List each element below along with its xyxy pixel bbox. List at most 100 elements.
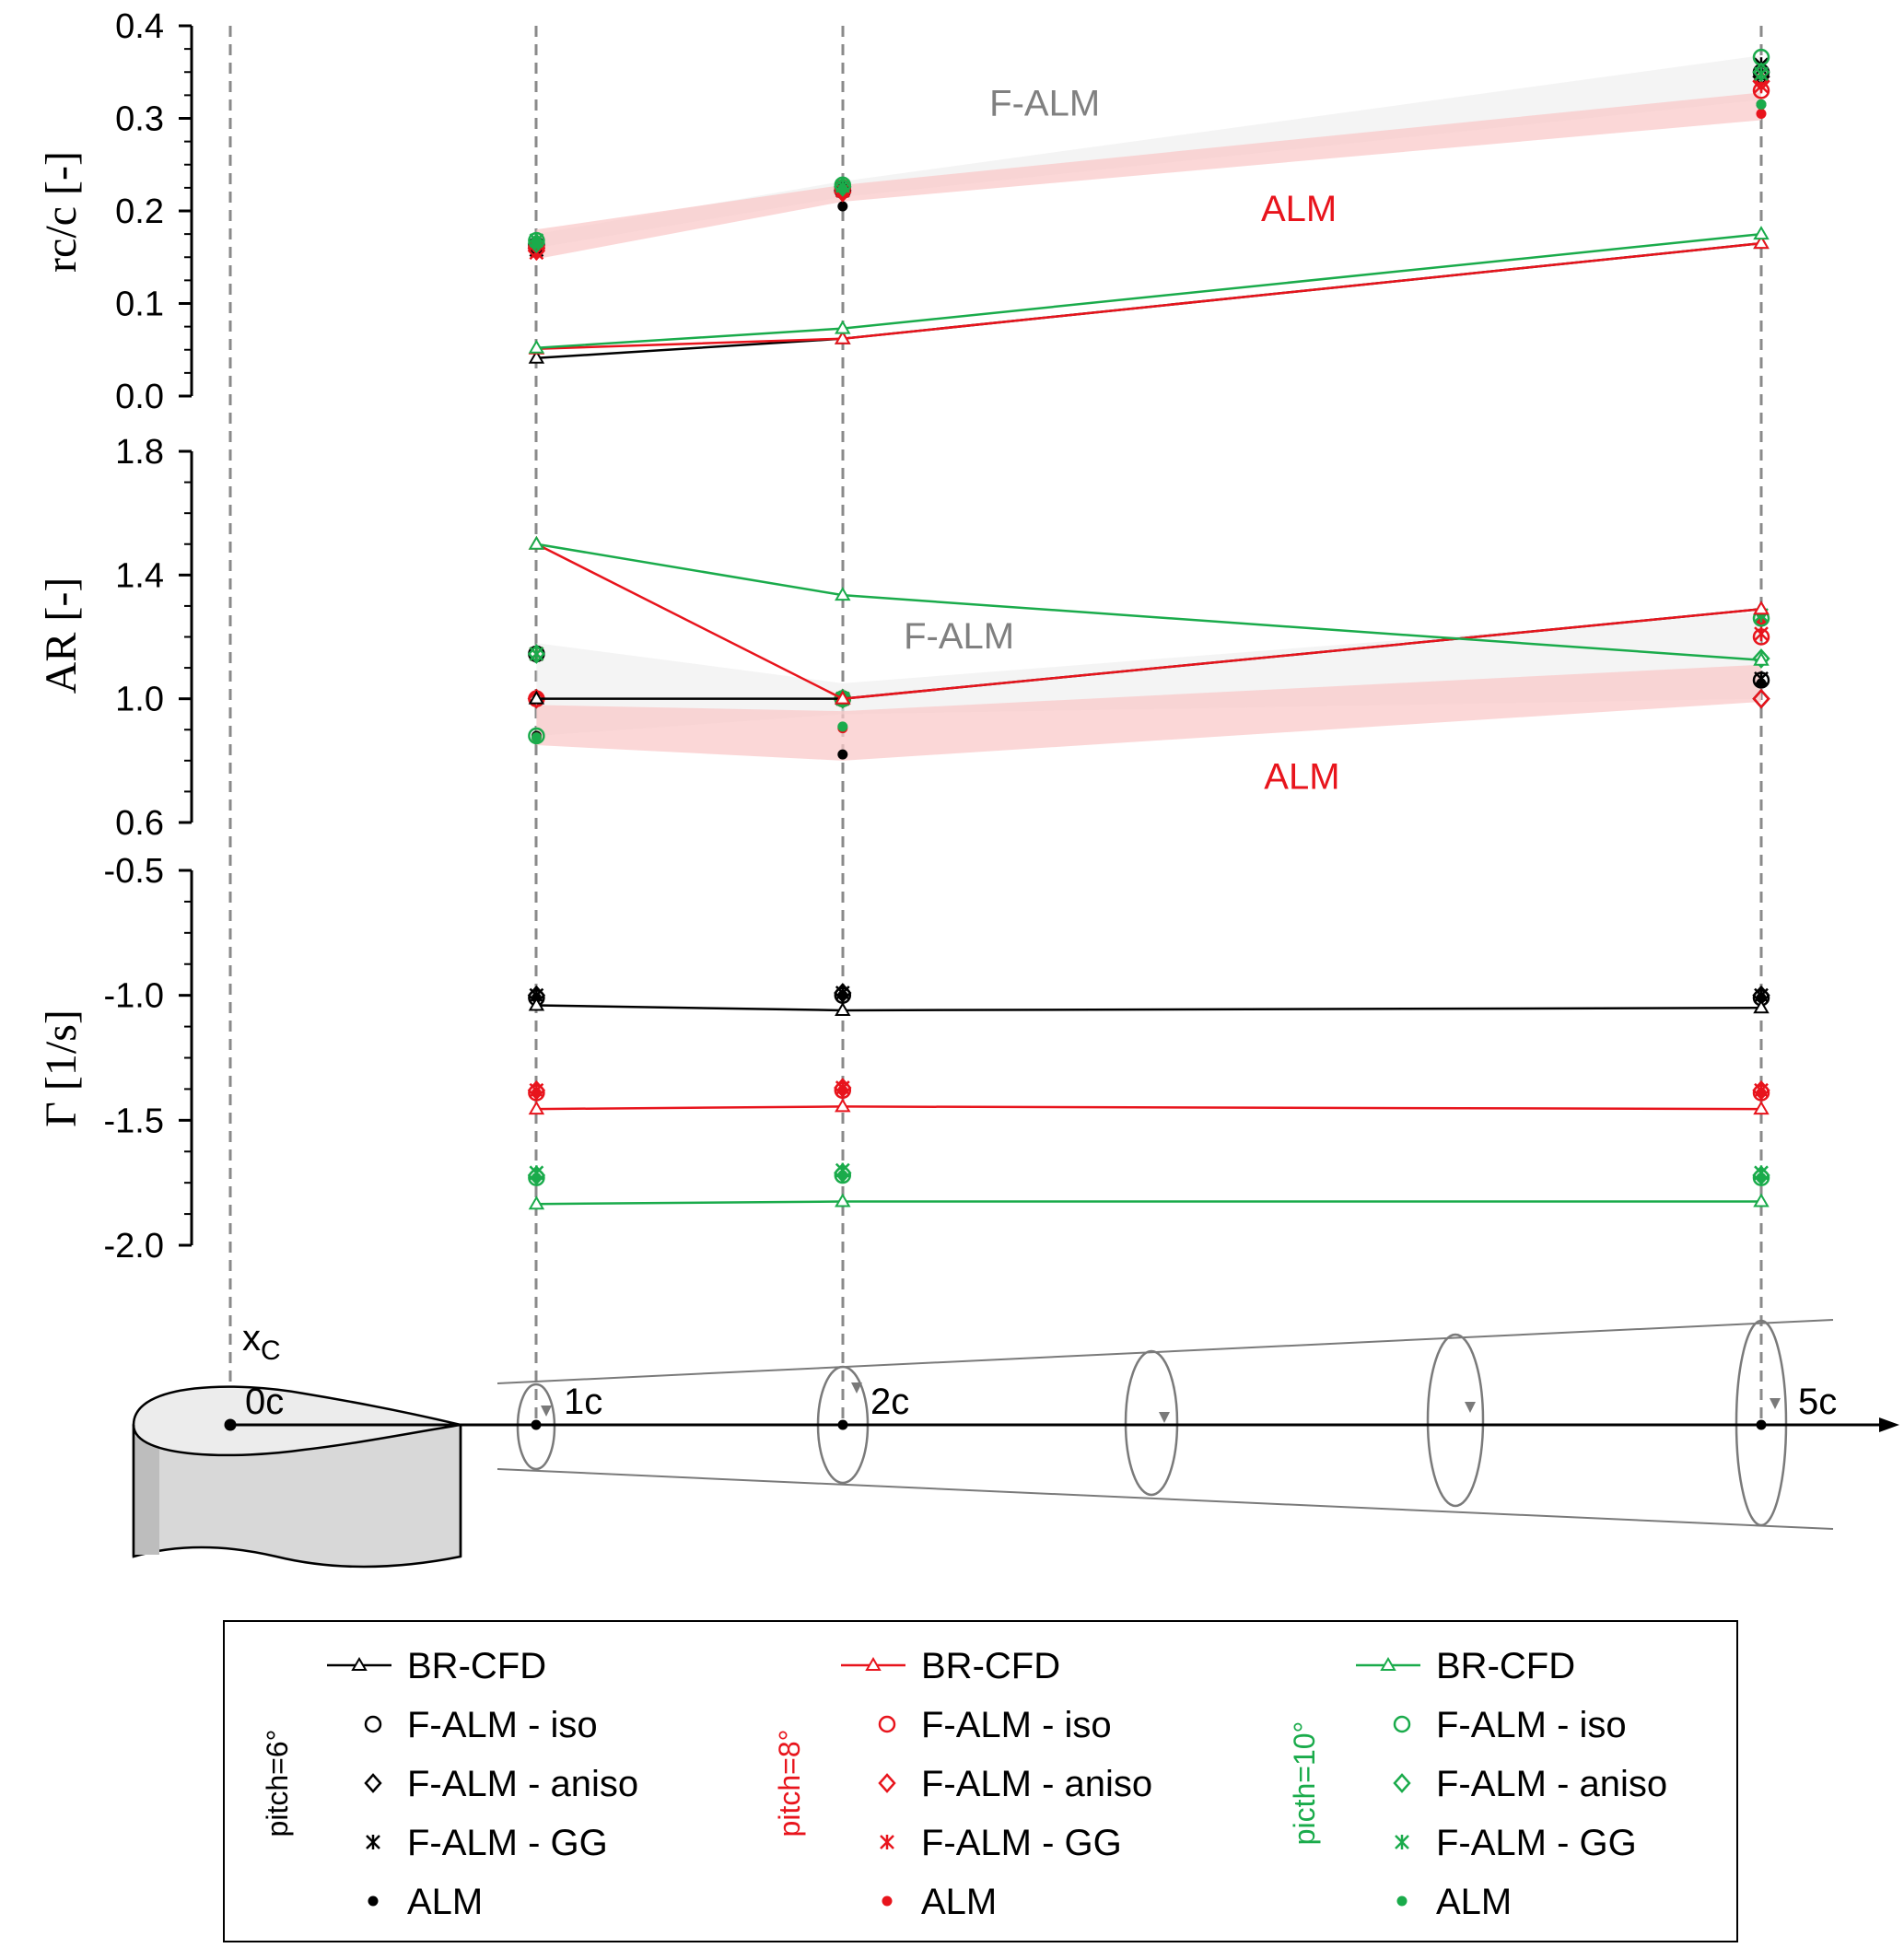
legend-title-pitch8: pitch=8°: [773, 1730, 806, 1837]
legend-marker-pitch10-aniso: [1393, 1773, 1411, 1793]
gamma-pitch10-alm-point: [837, 1170, 848, 1181]
gamma-pitch10-falm-aniso-point: [527, 1165, 546, 1185]
legend-marker-pitch8-gg: [880, 1835, 894, 1849]
legend-label: F-ALM - GG: [407, 1823, 608, 1863]
gamma-ytick-label: -1.0: [104, 977, 164, 1016]
ar-pitch10-falm-gg-point: [529, 646, 544, 661]
legend-label: F-ALM - iso: [921, 1705, 1112, 1745]
legend-marker-pitch8-iso: [878, 1715, 896, 1733]
rc-pitch10-alm-point: [1756, 99, 1767, 110]
legend-label: BR-CFD: [1436, 1646, 1575, 1686]
gamma-pitch10-brcfd-point: [1753, 1193, 1770, 1207]
ar-pitch8-falm-aniso-point: [1752, 688, 1770, 709]
gamma-panel: Γ [1/s] -2.0 -1.5 -1.0 -0.5: [37, 852, 1770, 1266]
gamma-pitch10-alm-point: [1756, 1172, 1767, 1184]
legend-marker-pitch6-brcfd: [351, 1657, 368, 1671]
gamma-pitch8-alm-point: [531, 1087, 542, 1098]
rc-ytick-label: 0.4: [115, 7, 164, 46]
legend-marker-pitch6-alm: [368, 1896, 379, 1907]
wake-envelope: [496, 1319, 1834, 1530]
gamma-pitch8-brcfd-line: [536, 1105, 1762, 1111]
legend-label: F-ALM - aniso: [921, 1764, 1152, 1804]
legend-marker-pitch8-alm: [882, 1896, 893, 1907]
rc-pitch10-brcfd-point: [1753, 226, 1770, 240]
rc-ytick-label: 0.3: [115, 100, 164, 139]
gamma-pitch10-falm-aniso-point: [1752, 1165, 1770, 1185]
rc-pitch8-brcfd-point: [835, 330, 851, 344]
legend-label: F-ALM - aniso: [1436, 1764, 1667, 1804]
vortex-rings: [516, 1319, 1788, 1527]
legend-frame: [223, 1620, 1738, 1942]
ar-pitch10-brcfd-point: [835, 587, 851, 601]
ar-pitch8-brcfd-point: [1753, 601, 1770, 615]
station-label-1c: 1c: [564, 1382, 602, 1422]
axis-label-xc: xC: [242, 1318, 281, 1366]
ar-pitch10-falm-aniso-point: [1752, 648, 1770, 669]
ar-ytick-label: 1.0: [115, 681, 164, 719]
ar-pitch10-alm-point: [531, 732, 542, 743]
rc-pitch6-brcfd-line: [536, 241, 1762, 360]
gamma-pitch6-alm-point: [837, 990, 848, 1001]
legend-label: F-ALM - iso: [1436, 1705, 1627, 1745]
ar-panel: AR [-] 0.6 1.0 1.4 1.8 F-ALM ALM: [37, 433, 1770, 843]
legend-marker-pitch10-iso: [1393, 1715, 1411, 1733]
ar-pitch8-falm-aniso-point: [527, 688, 546, 709]
rc-pitch10-brcfd-point: [528, 339, 545, 354]
rc-pitch10-falm-gg-point: [1754, 66, 1769, 82]
rc-pitch6-alm-point: [837, 201, 848, 212]
legend-marker-pitch8-aniso: [878, 1773, 896, 1793]
legend: pitch=6° BR-CFD F-ALM - iso F-ALM - aniso F-…: [223, 1620, 1738, 1942]
ar-pitch8-falm-gg-point: [1754, 626, 1769, 642]
rc-band-alm: [536, 92, 1761, 260]
rc-annotation-f-alm: F-ALM: [989, 83, 1100, 123]
ar-ytick-label: 0.6: [115, 804, 164, 843]
rc-panel: rc/c [-] 0.0 0.1 0.2 0.3 0.4 F-ALM ALM: [37, 7, 1770, 416]
ar-ylabel: AR [-]: [37, 577, 86, 694]
station-points: [224, 1418, 1767, 1431]
gamma-pitch6-brcfd-point: [1753, 999, 1770, 1014]
gamma-pitch10-alm-point: [531, 1172, 542, 1184]
rc-pitch6-brcfd-point: [528, 349, 545, 364]
ar-pitch6-alm-point: [1756, 678, 1767, 689]
legend-label: ALM: [1436, 1882, 1512, 1922]
ar-pitch10-brcfd-point: [528, 535, 545, 550]
gamma-pitch8-alm-point: [837, 1085, 848, 1096]
gamma-pitch6-alm-point: [1756, 992, 1767, 1003]
legend-label: F-ALM - aniso: [407, 1764, 638, 1804]
gamma-pitch6-brcfd-point: [835, 1001, 851, 1016]
station-label-2c: 2c: [870, 1382, 909, 1422]
rc-pitch10-falm-aniso-point: [527, 233, 546, 254]
gamma-ytick-label: -0.5: [104, 852, 164, 891]
legend-label: ALM: [921, 1882, 997, 1922]
legend-label: F-ALM - GG: [1436, 1823, 1637, 1863]
gamma-pitch8-alm-point: [1756, 1087, 1767, 1098]
ar-annotation-alm: ALM: [1264, 757, 1339, 798]
gamma-pitch8-brcfd-point: [528, 1101, 545, 1115]
ar-ytick-label: 1.8: [115, 433, 164, 472]
gamma-pitch10-brcfd-line: [536, 1200, 1761, 1206]
rc-annotation-alm: ALM: [1261, 189, 1337, 229]
rc-ytick-label: 0.0: [115, 378, 164, 416]
gamma-pitch6-falm-aniso-point: [834, 983, 852, 1003]
rc-pitch8-brcfd-point: [1753, 235, 1770, 250]
rc-ylabel: rc/c [-]: [37, 151, 86, 273]
gamma-ytick-label: -2.0: [104, 1227, 164, 1266]
station-guide-lines: [228, 26, 1763, 1432]
rc-pitch10-brcfd-line: [536, 232, 1762, 349]
gamma-pitch10-falm-aniso-point: [834, 1162, 852, 1184]
legend-title-pitch10: picth=10°: [1288, 1721, 1321, 1846]
rc-pitch10-alm-point: [837, 183, 848, 194]
ring-rotation-arrows: [541, 1382, 1781, 1423]
gamma-pitch8-falm-aniso-point: [1752, 1079, 1770, 1101]
gamma-ytick-label: -1.5: [104, 1102, 164, 1140]
station-label-5c: 5c: [1798, 1382, 1837, 1422]
ar-pitch10-brcfd-point: [1753, 651, 1770, 666]
legend-title-pitch6: pitch=6°: [261, 1730, 294, 1837]
rc-ytick-label: 0.2: [115, 192, 164, 231]
rc-pitch10-brcfd-point: [835, 320, 851, 334]
legend-marker-pitch6-iso: [364, 1715, 382, 1733]
legend-label: F-ALM - iso: [407, 1705, 598, 1745]
legend-marker-pitch10-alm: [1396, 1896, 1408, 1907]
ar-annotation-f-alm: F-ALM: [904, 616, 1014, 657]
